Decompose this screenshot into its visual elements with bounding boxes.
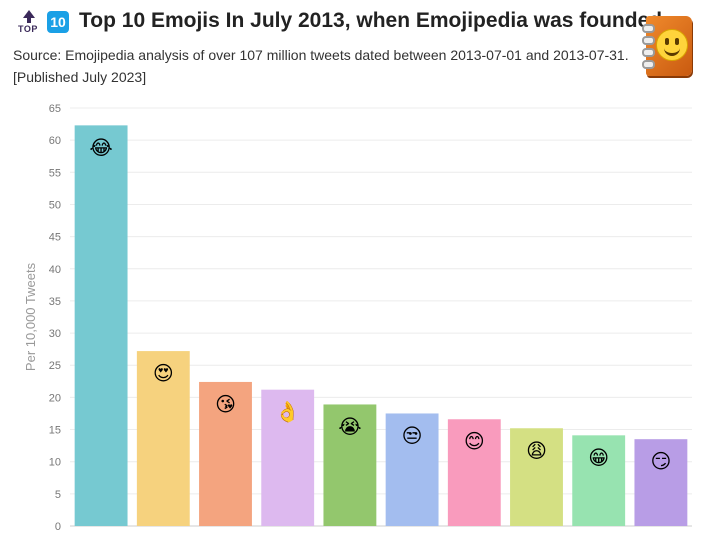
y-tick-label: 60: [49, 135, 61, 147]
bar: [199, 381, 252, 526]
face-blowing-a-kiss-icon: 😘: [215, 392, 236, 416]
y-tick-label: 45: [49, 232, 61, 244]
ok-hand-icon: 👌: [275, 400, 300, 424]
y-tick-label: 55: [49, 167, 61, 179]
y-tick-label: 10: [49, 457, 61, 469]
emojipedia-book-icon: [640, 16, 696, 80]
bar: [136, 351, 190, 526]
y-tick-label: 50: [49, 199, 61, 211]
top-arrow-icon: TOP: [18, 10, 40, 38]
y-tick-label: 65: [49, 103, 61, 115]
y-tick-label: 15: [49, 425, 61, 437]
smirking-face-icon: 😏: [650, 449, 671, 473]
smiling-face-with-heart-eyes-icon: 😍: [153, 361, 174, 385]
y-tick-label: 25: [49, 360, 61, 372]
top-badge-label: TOP: [18, 24, 38, 34]
weary-face-icon: 😩: [526, 438, 547, 462]
bar: [323, 404, 377, 526]
bar: [261, 389, 315, 526]
keycap-ten-icon: 10: [47, 11, 69, 33]
bar: [447, 419, 501, 526]
chart-header: TOP 10 Top 10 Emojis In July 2013, when …: [13, 8, 706, 98]
y-tick-label: 30: [49, 328, 61, 340]
y-axis-label: Per 10,000 Tweets: [23, 262, 38, 371]
smiling-face-with-smiling-eyes-icon: 😊: [464, 429, 485, 453]
beaming-face-with-smiling-eyes-icon: 😁: [588, 445, 609, 469]
y-tick-label: 35: [49, 296, 61, 308]
bar: [510, 428, 563, 526]
bar: [385, 413, 439, 526]
y-tick-label: 0: [55, 521, 61, 533]
page-title: Top 10 Emojis In July 2013, when Emojipe…: [79, 9, 663, 32]
face-with-tears-of-joy-icon: 😂: [89, 135, 112, 159]
y-tick-label: 40: [49, 264, 61, 276]
chart-subtitle: Source: Emojipedia analysis of over 107 …: [13, 47, 629, 85]
bar: [634, 439, 688, 526]
bar: [74, 125, 128, 527]
loudly-crying-face-icon: 😭: [338, 414, 361, 438]
unamused-face-icon: 😒: [402, 423, 423, 447]
y-tick-label: 20: [49, 392, 61, 404]
y-tick-label: 5: [55, 489, 61, 501]
bar: [572, 435, 626, 526]
